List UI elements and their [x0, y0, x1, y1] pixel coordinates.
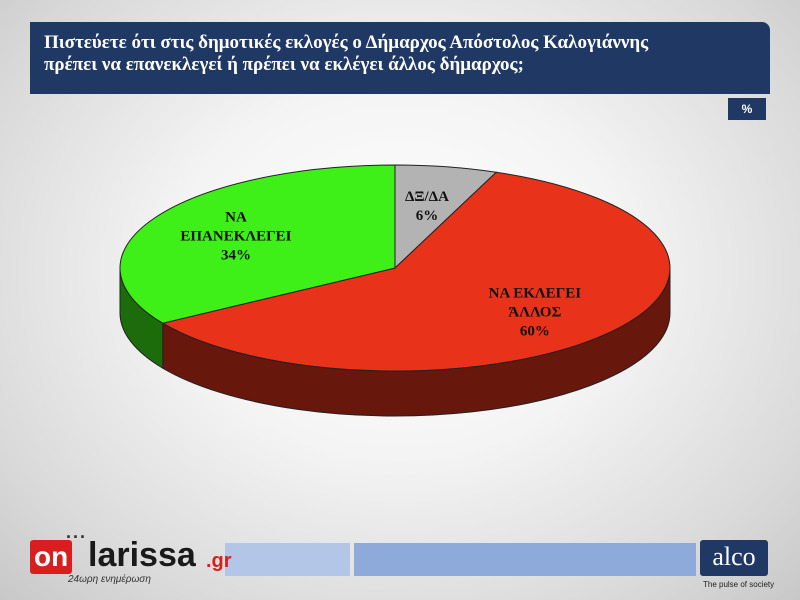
slice-category-label-0-0: ΔΞ/ΔΑ — [405, 189, 449, 205]
onlarissa-logo-text: larissa — [88, 536, 196, 574]
footer-bar-right — [354, 543, 696, 576]
slice-value-label-1: 60% — [520, 323, 550, 339]
slice-value-label-2: 34% — [221, 247, 251, 263]
slice-category-label-2-1: ΕΠΑΝΕΚΛΕΓΕΙ — [180, 228, 291, 244]
slice-category-label-2-0: ΝΑ — [225, 209, 247, 225]
slice-category-label-1-1: ΆΛΛΟΣ — [508, 304, 561, 320]
title-banner: Πιστεύετε ότι στις δημοτικές εκλογές ο Δ… — [30, 22, 770, 94]
onlarissa-logo-on: on — [30, 540, 73, 574]
slice-label-1: ΝΑ ΕΚΛΕΓΕΙ ΆΛΛΟΣ 60% — [489, 285, 582, 339]
alco-logo: alco — [700, 540, 768, 576]
chart-title-line-2: πρέπει να επανεκλεγεί ή πρέπει να εκλέγε… — [44, 54, 524, 75]
onlarissa-logo: ... on larissa .gr 24ωρη ενημέρωση — [30, 522, 232, 590]
onlarissa-logo-gr: .gr — [206, 550, 232, 572]
slice-category-label-1-0: ΝΑ ΕΚΛΕΓΕΙ — [489, 285, 582, 301]
onlarissa-logo-dots: ... — [66, 522, 88, 542]
slice-label-0: ΔΞ/ΔΑ 6% — [405, 189, 449, 224]
percent-unit-badge: % — [728, 98, 766, 120]
pie-slice-2 — [119, 164, 396, 324]
onlarissa-tagline: 24ωρη ενημέρωση — [68, 574, 151, 585]
slice-label-2: ΝΑ ΕΠΑΝΕΚΛΕΓΕΙ 34% — [180, 209, 291, 263]
chart-title-line-1: Πιστεύετε ότι στις δημοτικές εκλογές ο Δ… — [44, 32, 649, 53]
slice-value-label-0: 6% — [416, 208, 439, 224]
pie-slice-1 — [161, 171, 671, 372]
alco-tagline: The pulse of society — [703, 580, 775, 589]
footer-bar-left — [225, 543, 350, 576]
